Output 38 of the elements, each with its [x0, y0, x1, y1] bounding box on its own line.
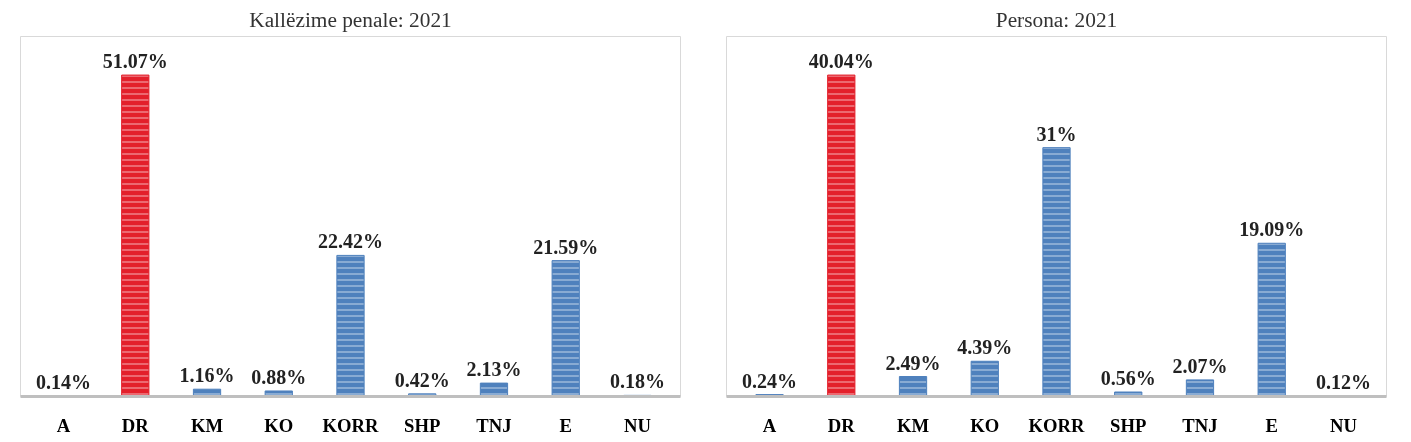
x-tick-label: KM — [190, 414, 224, 436]
x-tick-label: KO — [970, 414, 1000, 436]
data-label: 40.04% — [808, 50, 874, 73]
data-label: 2.49% — [885, 351, 941, 374]
data-label: 2.13% — [466, 358, 522, 381]
x-tick-label: A — [762, 414, 777, 436]
data-label: 1.16% — [179, 364, 235, 387]
data-label: 21.59% — [533, 235, 599, 258]
x-tick-label: NU — [1329, 414, 1358, 436]
x-tick-label: SHP — [1110, 414, 1147, 436]
data-label: 22.42% — [318, 230, 383, 253]
data-label: 0.88% — [251, 365, 307, 388]
x-tick-label: NU — [623, 414, 652, 436]
chart-title: Persona: 2021 — [995, 7, 1118, 32]
data-label: 51.07% — [102, 50, 168, 73]
x-tick-label: SHP — [404, 414, 441, 436]
x-tick-label: KORR — [322, 414, 380, 436]
x-tick-label: KORR — [1028, 414, 1086, 436]
x-tick-label: TNJ — [1182, 414, 1218, 436]
x-tick-label: KM — [896, 414, 930, 436]
data-label: 0.14% — [36, 370, 92, 393]
x-tick-label: TNJ — [476, 414, 512, 436]
data-label: 4.39% — [957, 336, 1013, 359]
x-tick-label: KO — [264, 414, 294, 436]
x-tick-label: DR — [827, 414, 856, 436]
x-tick-label: E — [559, 414, 572, 436]
x-tick-label: DR — [121, 414, 150, 436]
data-label: 0.12% — [1315, 370, 1371, 393]
data-label: 0.18% — [609, 370, 665, 393]
chart-title: Kallëzime penale: 2021 — [249, 7, 452, 32]
x-tick-label: A — [56, 414, 71, 436]
data-label: 19.09% — [1239, 218, 1305, 241]
data-label: 2.07% — [1172, 354, 1228, 377]
x-tick-label: E — [1265, 414, 1278, 436]
data-label: 0.24% — [742, 369, 798, 392]
data-label: 0.42% — [394, 368, 450, 391]
data-label: 31% — [1036, 122, 1077, 145]
data-label: 0.56% — [1100, 367, 1156, 389]
